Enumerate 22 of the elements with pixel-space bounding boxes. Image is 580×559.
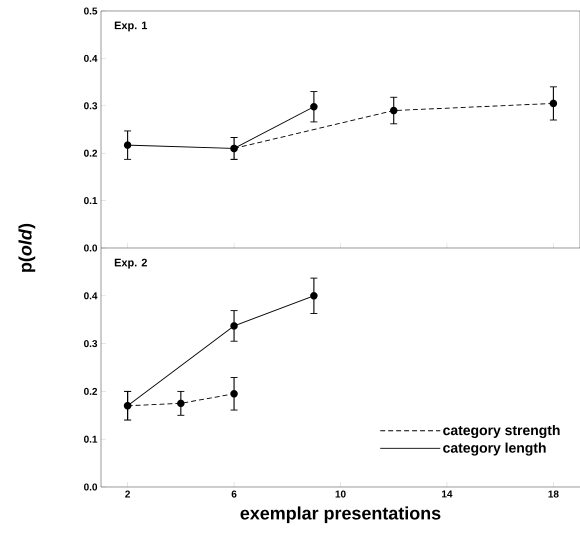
x-tick-label: 14 bbox=[442, 490, 452, 498]
y-tick-label: 0.1 bbox=[84, 436, 98, 443]
y-tick-label: 0.0 bbox=[84, 483, 98, 491]
annotation: Exp. 1 bbox=[114, 22, 148, 32]
x-tick-label: 18 bbox=[548, 490, 559, 498]
y-tick-label: 0.0 bbox=[84, 244, 98, 252]
x-axis-title: exemplar presentations bbox=[240, 506, 440, 524]
y-tick-label: 0.4 bbox=[84, 54, 98, 62]
legend-label: category strength bbox=[443, 424, 560, 438]
y-tick-label: 0.2 bbox=[84, 150, 98, 157]
legend-label: category length bbox=[443, 442, 546, 456]
x-tick-label: 10 bbox=[336, 490, 346, 498]
y-tick-label: 0.3 bbox=[84, 102, 98, 110]
y-axis-title: p(old) bbox=[18, 224, 36, 272]
x-tick-label: 2 bbox=[125, 490, 130, 498]
y-tick-label: 0.2 bbox=[84, 388, 98, 395]
y-tick-label: 0.1 bbox=[84, 197, 98, 204]
y-tick-label: 0.5 bbox=[84, 7, 98, 15]
y-tick-label: 0.3 bbox=[84, 340, 98, 348]
annotation: Exp. 2 bbox=[114, 258, 147, 269]
x-tick-label: 6 bbox=[232, 490, 236, 498]
y-tick-label: 0.4 bbox=[84, 292, 98, 300]
